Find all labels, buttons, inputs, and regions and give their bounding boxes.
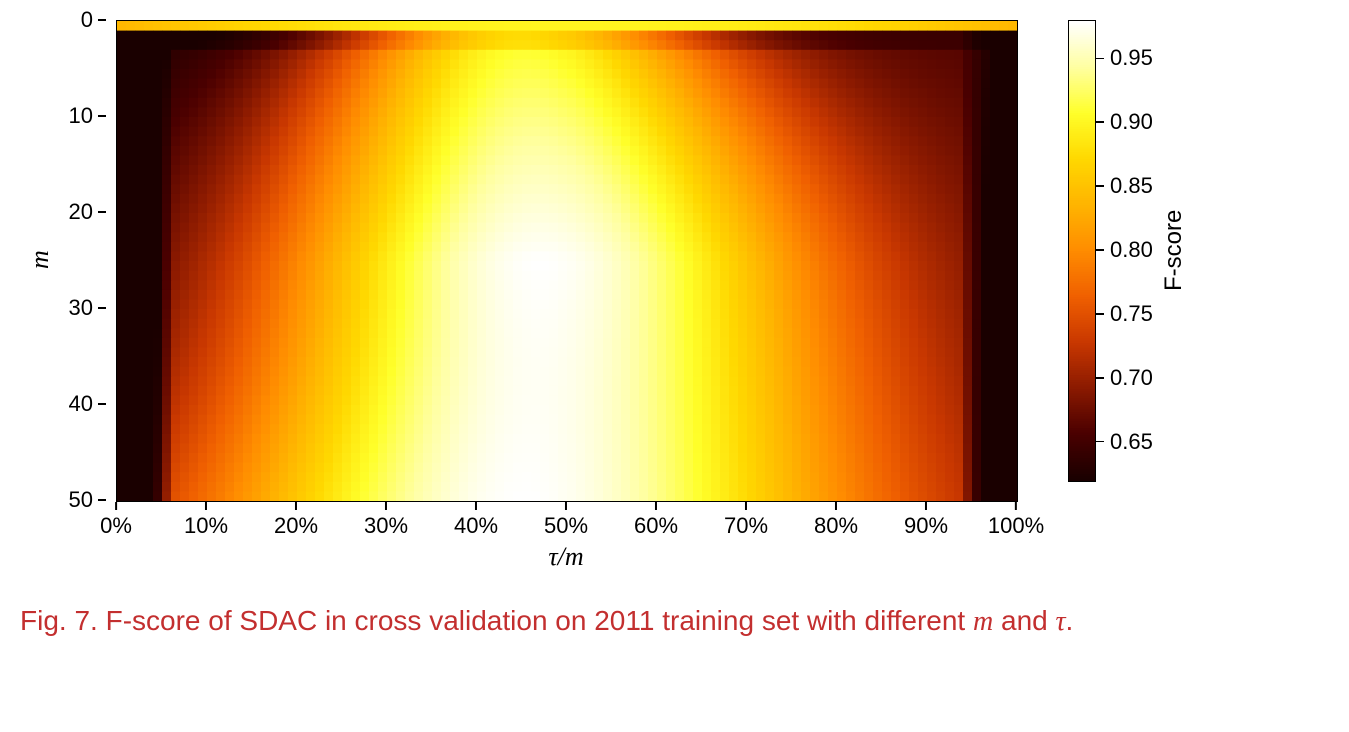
colorbar-tick-label: 0.85 [1110, 173, 1153, 199]
y-axis-ticks: 01020304050 [60, 20, 116, 500]
plot-area: m 01020304050 0%10%20%30%40%50%60%70%80%… [20, 20, 1320, 572]
figure: m 01020304050 0%10%20%30%40%50%60%70%80%… [20, 20, 1320, 641]
x-axis-ticks: 0%10%20%30%40%50%60%70%80%90%100% [116, 502, 1016, 538]
caption-text-1: Fig. 7. F-score of SDAC in cross validat… [20, 605, 973, 636]
x-tick-label: 10% [184, 513, 228, 539]
tick-mark [98, 307, 106, 309]
colorbar-tick: 0.80 [1096, 237, 1153, 263]
caption-text-3: . [1066, 605, 1074, 636]
x-tick: 60% [634, 502, 678, 539]
x-tick-label: 60% [634, 513, 678, 539]
tick-mark [1096, 313, 1104, 315]
y-tick: 10 [69, 103, 106, 129]
x-tick: 10% [184, 502, 228, 539]
y-tick-label: 30 [69, 295, 93, 321]
colorbar-tick-label: 0.90 [1110, 109, 1153, 135]
tick-mark [1096, 58, 1104, 60]
x-tick: 40% [454, 502, 498, 539]
colorbar-tick: 0.75 [1096, 301, 1153, 327]
tick-mark [295, 502, 297, 510]
tick-mark [385, 502, 387, 510]
x-tick: 50% [544, 502, 588, 539]
tick-mark [205, 502, 207, 510]
y-tick-label: 40 [69, 391, 93, 417]
tick-mark [1096, 185, 1104, 187]
x-tick-label: 40% [454, 513, 498, 539]
tick-mark [1096, 249, 1104, 251]
x-tick-label: 0% [100, 513, 132, 539]
colorbar-ticks: 0.95 0.90 0.85 0.80 0.75 0.70 0.65 [1096, 20, 1156, 480]
x-tick: 0% [100, 502, 132, 539]
colorbar-tick-label: 0.65 [1110, 429, 1153, 455]
x-axis-label: τ/m [116, 542, 1016, 572]
x-tick-label: 30% [364, 513, 408, 539]
tick-mark [835, 502, 837, 510]
colorbar-tick-label: 0.95 [1110, 45, 1153, 71]
tick-mark [98, 211, 106, 213]
tick-mark [565, 502, 567, 510]
tick-mark [745, 502, 747, 510]
x-tick-label: 100% [988, 513, 1044, 539]
x-tick: 30% [364, 502, 408, 539]
tick-mark [1096, 121, 1104, 123]
x-tick: 70% [724, 502, 768, 539]
colorbar-group: 0.95 0.90 0.85 0.80 0.75 0.70 0.65 F-score [1068, 20, 1188, 482]
x-tick-label: 70% [724, 513, 768, 539]
y-tick: 20 [69, 199, 106, 225]
x-tick: 100% [988, 502, 1044, 539]
caption-var-m: m [973, 606, 993, 637]
colorbar-tick: 0.70 [1096, 365, 1153, 391]
y-tick-label: 10 [69, 103, 93, 129]
caption-text-2: and [993, 605, 1055, 636]
tick-mark [98, 403, 106, 405]
colorbar [1068, 20, 1096, 482]
tick-mark [98, 115, 106, 117]
tick-mark [925, 502, 927, 510]
colorbar-tick-label: 0.80 [1110, 237, 1153, 263]
colorbar-tick: 0.90 [1096, 109, 1153, 135]
tick-mark [98, 499, 106, 501]
x-tick-label: 20% [274, 513, 318, 539]
heatmap [116, 20, 1018, 502]
figure-caption: Fig. 7. F-score of SDAC in cross validat… [20, 602, 1280, 641]
tick-mark [475, 502, 477, 510]
y-tick: 40 [69, 391, 106, 417]
y-tick-label: 50 [69, 487, 93, 513]
colorbar-tick-label: 0.70 [1110, 365, 1153, 391]
colorbar-tick: 0.95 [1096, 45, 1153, 71]
tick-mark [1096, 377, 1104, 379]
caption-var-tau: τ [1056, 606, 1066, 637]
tick-mark [1015, 502, 1017, 510]
tick-mark [98, 19, 106, 21]
colorbar-label: F-score [1160, 20, 1188, 480]
tick-mark [655, 502, 657, 510]
tick-mark [115, 502, 117, 510]
colorbar-tick: 0.85 [1096, 173, 1153, 199]
x-tick: 90% [904, 502, 948, 539]
x-tick-label: 80% [814, 513, 858, 539]
y-tick-label: 0 [81, 7, 93, 33]
y-tick: 30 [69, 295, 106, 321]
colorbar-tick: 0.65 [1096, 429, 1153, 455]
x-tick: 80% [814, 502, 858, 539]
y-tick-label: 20 [69, 199, 93, 225]
y-axis-label: m [20, 20, 60, 500]
tick-mark [1096, 441, 1104, 443]
y-tick: 0 [81, 7, 106, 33]
x-tick-label: 90% [904, 513, 948, 539]
x-tick-label: 50% [544, 513, 588, 539]
x-tick: 20% [274, 502, 318, 539]
heatmap-container: 0%10%20%30%40%50%60%70%80%90%100% τ/m [116, 20, 1018, 572]
colorbar-tick-label: 0.75 [1110, 301, 1153, 327]
